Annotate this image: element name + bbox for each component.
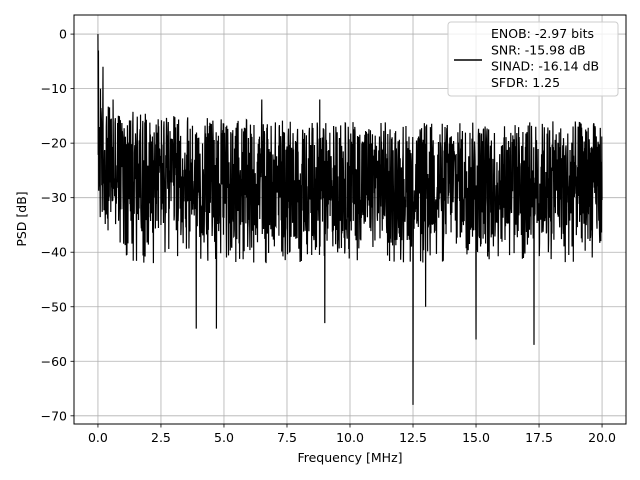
psd-line [97, 34, 603, 405]
x-tick-label: 2.5 [151, 430, 171, 445]
y-tick-label: −70 [41, 408, 67, 423]
y-tick-label: −60 [41, 354, 67, 369]
x-axis-title: Frequency [MHz] [297, 450, 402, 465]
x-tick-label: 7.5 [277, 430, 297, 445]
x-axis: 0.0 2.5 5.0 7.5 10.0 12.5 15.0 17.5 20.0 [88, 424, 616, 445]
x-tick-label: 12.5 [399, 430, 427, 445]
psd-trace [97, 34, 603, 405]
x-tick-label: 0.0 [88, 430, 108, 445]
legend-label: ENOB: -2.97 bits SNR: -15.98 dB SINAD: -16… [491, 26, 599, 90]
legend-box [447, 21, 619, 97]
y-tick-label: 0 [59, 27, 67, 42]
x-tick-label: 5.0 [214, 430, 234, 445]
x-tick-label: 10.0 [336, 430, 364, 445]
y-tick-label: −20 [41, 136, 67, 151]
y-axis: 0 −10 −20 −30 −40 −50 −60 −70 [41, 27, 74, 423]
y-axis-title: PSD [dB] [14, 191, 29, 246]
legend: ENOB: -2.97 bits SNR: -15.98 dB SINAD: -16… [447, 21, 619, 97]
y-tick-label: −10 [41, 81, 67, 96]
x-tick-label: 15.0 [462, 430, 490, 445]
y-tick-label: −40 [41, 245, 67, 260]
x-tick-label: 17.5 [525, 430, 553, 445]
y-tick-label: −30 [41, 190, 67, 205]
x-tick-label: 20.0 [588, 430, 616, 445]
y-tick-label: −50 [41, 299, 67, 314]
